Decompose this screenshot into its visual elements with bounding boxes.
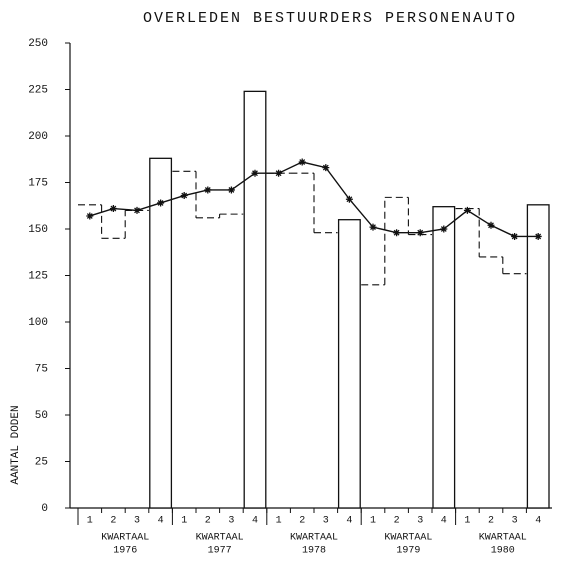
asterisk-marker [204, 186, 212, 194]
bar [337, 219, 361, 509]
x-tick-label: 2 [110, 516, 116, 527]
y-tick-label: 50 [35, 410, 48, 422]
y-tick-label: 25 [35, 456, 48, 468]
asterisk-marker [345, 195, 353, 203]
x-tick-label: 1 [370, 516, 376, 527]
y-tick-label: 125 [28, 270, 48, 282]
x-tick-label: 4 [441, 516, 447, 527]
x-tick-label: 3 [134, 516, 140, 527]
asterisk-marker [463, 206, 471, 214]
group-label: KWARTAAL [479, 533, 527, 544]
asterisk-marker [511, 232, 519, 240]
x-tick-label: 4 [158, 516, 164, 527]
asterisk-marker [275, 169, 283, 177]
asterisk-marker [227, 186, 235, 194]
x-tick-label: 3 [228, 516, 234, 527]
asterisk-marker [393, 229, 401, 237]
y-tick-label: 0 [41, 503, 48, 515]
x-tick-label: 1 [181, 516, 187, 527]
bar [149, 157, 173, 509]
y-tick-label: 200 [28, 131, 48, 143]
x-tick-label: 1 [464, 516, 470, 527]
group-label: KWARTAAL [101, 533, 149, 544]
bar [243, 90, 267, 509]
trend-line [89, 161, 539, 238]
group-year: 1979 [396, 546, 420, 557]
y-tick-label: 150 [28, 224, 48, 236]
x-tick-label: 2 [205, 516, 211, 527]
x-tick-label: 3 [417, 516, 423, 527]
y-tick-label: 75 [35, 363, 48, 375]
y-axis-label: AANTAL DODEN [10, 405, 22, 484]
asterisk-marker [416, 229, 424, 237]
x-tick-label: 3 [323, 516, 329, 527]
x-tick-label: 2 [488, 516, 494, 527]
asterisk-marker [109, 205, 117, 213]
x-tick-label: 4 [346, 516, 352, 527]
y-tick-label: 175 [28, 177, 48, 189]
group-label: KWARTAAL [384, 533, 432, 544]
group-year: 1980 [491, 546, 515, 557]
y-tick-label: 100 [28, 317, 48, 329]
group-year: 1977 [208, 546, 232, 557]
asterisk-marker [251, 169, 259, 177]
bar [526, 204, 550, 509]
y-tick-label: 225 [28, 84, 48, 96]
group-label: KWARTAAL [196, 533, 244, 544]
asterisk-marker [369, 223, 377, 231]
asterisk-marker [322, 164, 330, 172]
x-tick-label: 1 [87, 516, 93, 527]
group-year: 1978 [302, 546, 326, 557]
x-tick-label: 1 [276, 516, 282, 527]
asterisk-marker [534, 232, 542, 240]
asterisk-marker [133, 206, 141, 214]
x-tick-label: 4 [535, 516, 541, 527]
x-tick-label: 4 [252, 516, 258, 527]
chart-title: OVERLEDEN BESTUURDERS PERSONENAUTO [143, 10, 517, 27]
asterisk-marker [440, 225, 448, 233]
asterisk-marker [487, 221, 495, 229]
x-tick-label: 3 [512, 516, 518, 527]
asterisk-marker [180, 192, 188, 200]
asterisk-marker [86, 212, 94, 220]
x-tick-label: 2 [394, 516, 400, 527]
group-year: 1976 [113, 546, 137, 557]
asterisk-marker [157, 199, 165, 207]
asterisk-marker [298, 158, 306, 166]
bar [432, 206, 456, 509]
y-tick-label: 250 [28, 38, 48, 50]
group-label: KWARTAAL [290, 533, 338, 544]
x-tick-label: 2 [299, 516, 305, 527]
